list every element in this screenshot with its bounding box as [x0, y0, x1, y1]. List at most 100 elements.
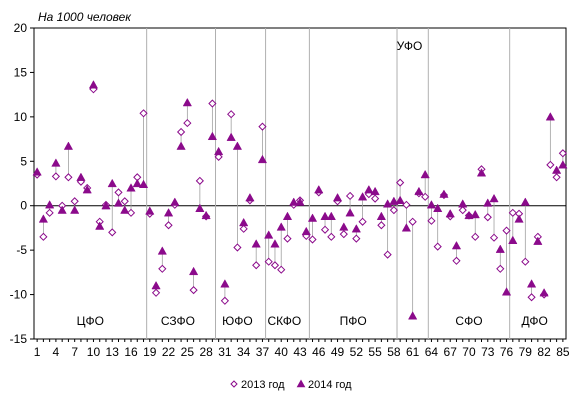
x-tick-label: 25 [181, 345, 195, 359]
point-2013 [258, 122, 267, 131]
point-2014 [239, 217, 249, 227]
point-2014 [138, 179, 149, 188]
region-label: СКФО [268, 314, 302, 328]
point-2014 [314, 185, 324, 194]
point-2013 [252, 261, 261, 270]
point-2014 [38, 214, 49, 223]
point-2014 [132, 178, 142, 188]
point-2013 [483, 213, 492, 222]
x-tick-label: 7 [71, 345, 78, 359]
region-label: СФО [455, 314, 482, 328]
x-tick-label: 13 [106, 345, 120, 359]
point-2014 [88, 80, 99, 89]
point-2013 [220, 296, 230, 305]
point-2014 [326, 211, 336, 220]
point-2013 [552, 173, 561, 182]
point-2013 [496, 264, 505, 273]
plot-area: -15 -10 -5 0 5 10 15 20 1 4 7 10 13 16 19 22 25 28 31 34 37 4… [10, 21, 570, 359]
point-2013 [546, 160, 555, 169]
point-2013 [151, 288, 161, 297]
point-2014 [320, 211, 330, 220]
point-2014 [451, 240, 462, 250]
point-2013 [64, 173, 73, 182]
point-2013 [489, 233, 499, 242]
x-tick-label: 85 [556, 345, 570, 359]
x-tick-label: 34 [237, 345, 251, 359]
point-2014 [232, 141, 243, 150]
point-2013 [352, 234, 361, 243]
point-2014 [301, 226, 311, 236]
x-tick-label: 79 [519, 345, 533, 359]
point-2014 [95, 221, 105, 230]
point-2013 [214, 152, 223, 161]
point-2014 [508, 235, 518, 244]
point-2014 [220, 279, 230, 288]
point-2014 [76, 172, 86, 181]
point-2014 [151, 280, 161, 290]
x-tick-label: 1 [34, 345, 41, 359]
point-2014 [370, 186, 380, 196]
point-2013 [327, 232, 336, 241]
x-tick-label: 46 [312, 345, 326, 359]
point-2014 [420, 169, 430, 179]
point-2013 [433, 242, 442, 251]
point-2014 [464, 210, 474, 220]
x-tick-label: 61 [406, 345, 420, 359]
point-2014 [51, 158, 61, 167]
point-2014 [126, 183, 136, 192]
point-2014 [414, 186, 424, 196]
point-2013 [45, 208, 54, 217]
y-tick-label: 5 [20, 154, 27, 168]
point-2013 [70, 197, 79, 206]
point-2014 [332, 193, 343, 202]
region-label: ЦФО [77, 314, 104, 328]
point-2014 [157, 246, 167, 255]
point-2014 [251, 239, 261, 248]
point-2014 [357, 192, 368, 201]
x-tick-label: 40 [275, 345, 289, 359]
point-2014 [470, 209, 480, 219]
point-2013 [421, 192, 430, 201]
point-2014 [408, 311, 418, 320]
legend-label-2014: 2014 год [308, 379, 352, 391]
point-2013 [114, 188, 123, 197]
point-2014 [201, 210, 211, 220]
point-2014 [351, 224, 361, 233]
point-2013 [345, 191, 355, 201]
point-2014 [489, 193, 499, 203]
point-2014 [364, 185, 374, 194]
point-2013 [164, 221, 173, 230]
point-2014 [182, 97, 192, 107]
x-tick-label: 52 [350, 345, 364, 359]
point-2014 [107, 178, 117, 188]
point-2014 [120, 205, 130, 214]
unit-label: На 1000 человек [38, 10, 132, 24]
point-2013 [195, 176, 204, 185]
point-2013 [270, 261, 280, 270]
x-tick-label: 37 [256, 345, 270, 359]
region-label: ЮФО [222, 314, 253, 328]
region-label: СЗФО [161, 314, 195, 328]
point-2013 [233, 243, 242, 252]
x-tick-label: 70 [462, 345, 476, 359]
point-2013 [158, 264, 167, 273]
point-2013 [264, 257, 273, 266]
y-tick-label: 0 [20, 199, 27, 213]
x-tick-label: 4 [53, 345, 60, 359]
point-2014 [270, 239, 280, 248]
x-tick-label: 82 [537, 345, 551, 359]
x-tick-label: 22 [162, 345, 176, 359]
y-tick-label: 20 [14, 21, 28, 35]
point-2013 [527, 293, 536, 302]
point-2014 [376, 211, 386, 220]
point-2013 [521, 257, 530, 266]
x-tick-label: 73 [481, 345, 495, 359]
point-2014 [257, 154, 268, 164]
point-2014 [145, 206, 155, 215]
point-2014 [70, 205, 80, 214]
point-2013 [308, 235, 317, 244]
point-2014 [214, 146, 224, 156]
point-2013 [558, 149, 567, 158]
point-2013 [51, 172, 61, 181]
